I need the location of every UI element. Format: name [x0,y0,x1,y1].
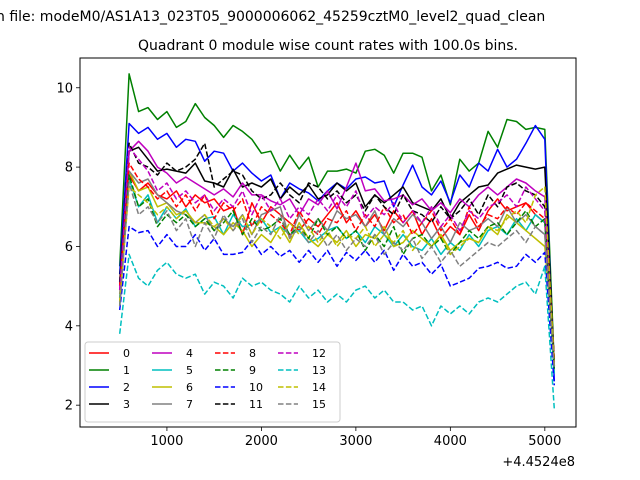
x-tick-label: 2000 [245,434,278,449]
axes-frame [79,57,577,428]
y-tick-label: 6 [65,240,73,255]
series-line-14 [118,186,556,366]
series-line-13 [118,253,556,410]
legend-label-14: 14 [312,381,326,394]
series-line-1 [118,73,556,366]
chart-title: Quadrant 0 module wise count rates with … [138,38,518,54]
series-line-8 [118,162,556,358]
x-offset-label: +4.4524e8 [502,455,575,470]
y-tick-label: 4 [65,319,73,334]
legend-label-1: 1 [123,364,130,377]
series-line-11 [118,142,556,362]
legend-label-13: 13 [312,364,326,377]
legend-label-3: 3 [123,398,130,411]
legend-label-0: 0 [123,347,130,360]
legend-label-10: 10 [249,381,263,394]
legend-label-2: 2 [123,381,130,394]
series-line-7 [118,170,556,366]
series-line-9 [118,174,556,370]
legend-label-11: 11 [249,398,263,411]
x-tick-label: 1000 [150,434,183,449]
legend-label-12: 12 [312,347,326,360]
series-line-4 [118,140,556,370]
series-line-15 [118,182,556,370]
legend-label-7: 7 [186,398,193,411]
y-tick-label: 2 [65,399,73,414]
legend-box [84,341,341,423]
x-tick-label: 4000 [434,434,467,449]
y-tick-label: 10 [56,81,73,96]
legend-label-9: 9 [249,364,256,377]
figure-suptitle: n file: modeM0/AS1A13_023T05_9000006062_… [0,9,545,25]
x-tick-label: 5000 [528,434,561,449]
legend-label-4: 4 [186,347,193,360]
x-tick-label: 3000 [339,434,372,449]
series-line-12 [118,146,556,366]
series-line-3 [118,146,556,366]
y-tick-label: 8 [65,161,73,176]
legend-label-5: 5 [186,364,193,377]
legend-label-15: 15 [312,398,326,411]
series-line-10 [118,225,556,386]
legend-label-6: 6 [186,381,193,394]
plot-lines [118,73,556,410]
legend-label-8: 8 [249,347,256,360]
